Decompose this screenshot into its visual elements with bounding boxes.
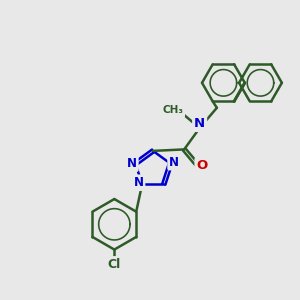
Text: CH₃: CH₃: [162, 105, 183, 115]
Text: O: O: [196, 159, 208, 172]
Text: N: N: [127, 157, 137, 170]
Text: N: N: [194, 117, 205, 130]
Text: Cl: Cl: [108, 258, 121, 271]
Text: N: N: [134, 176, 144, 189]
Text: N: N: [169, 156, 179, 169]
